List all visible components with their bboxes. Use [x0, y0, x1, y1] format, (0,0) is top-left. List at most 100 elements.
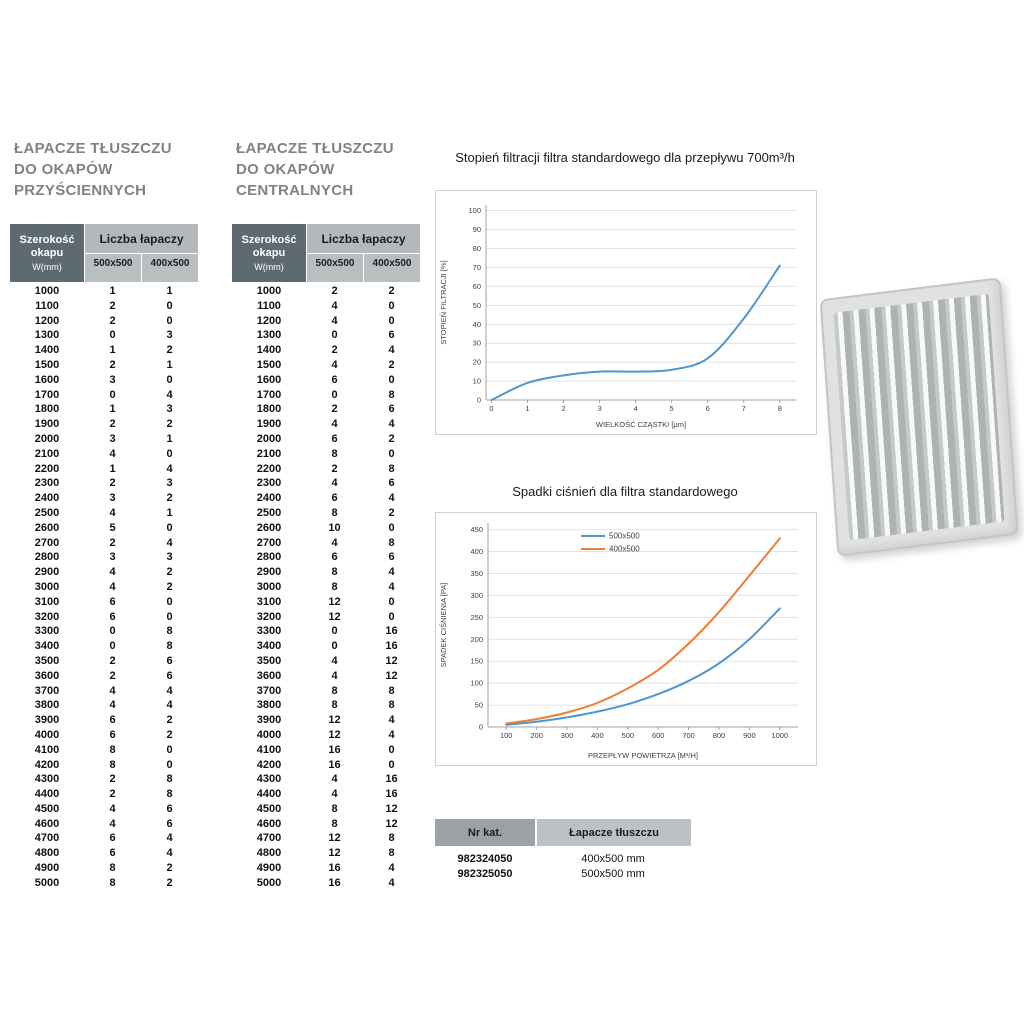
table-header: Szerokość okapu W(mm) Liczba łapaczy 500…: [10, 224, 198, 282]
table-cell: 2100: [34, 447, 60, 460]
table-cell: 0: [331, 329, 338, 342]
table-cell: 3600: [34, 669, 60, 682]
central-hoods-table: Szerokość okapu W(mm) Liczba łapaczy 500…: [232, 224, 420, 891]
table-cell: 16: [328, 876, 341, 889]
x-tick-label: 600: [652, 731, 665, 740]
table-cell: 2: [109, 536, 116, 549]
table-cell: 3200: [256, 610, 282, 623]
series-filtracja: [490, 264, 781, 401]
table-cell: 0: [109, 388, 116, 401]
catalog-table: Nr kat. Łapacze tłuszczu 982324050 400x50…: [435, 819, 691, 882]
table-cell: 8: [166, 788, 173, 801]
table-row: 1000 1 1: [10, 284, 198, 299]
header-text: Szerokość: [241, 234, 297, 246]
x-tick-label: 8: [778, 404, 782, 413]
table-cell: 1600: [34, 373, 60, 386]
table-cell: 1700: [34, 388, 60, 401]
table-cell: 6: [109, 714, 116, 727]
y-tick-label: 100: [470, 679, 483, 688]
table-cell: 6: [331, 432, 338, 445]
header-text: W(mm): [254, 262, 284, 272]
table-cell: 3200: [34, 610, 60, 623]
y-tick-label: 400: [470, 547, 483, 556]
table-cell: 4: [109, 802, 116, 815]
table-cell: 3: [109, 492, 116, 505]
table-cell: 0: [166, 314, 173, 327]
table-cell: 2: [109, 654, 116, 667]
table-cell: 12: [385, 669, 398, 682]
table-cell: 4500: [34, 802, 60, 815]
table-cell: 3: [109, 432, 116, 445]
table-cell: 8: [166, 640, 173, 653]
table-cell: 2: [331, 285, 338, 297]
table-cell: 8: [109, 743, 116, 756]
y-tick-label: 0: [479, 723, 483, 732]
x-tick-label: 300: [561, 731, 574, 740]
table-cell: 2: [166, 876, 173, 889]
table-cell: 4: [109, 447, 116, 460]
table-cell: 3900: [256, 714, 282, 727]
catalog-header: Nr kat. Łapacze tłuszczu: [435, 819, 691, 846]
table-cell: 6: [331, 551, 338, 564]
x-tick-label: 2: [561, 404, 565, 413]
table-cell: 1: [109, 285, 116, 297]
table-cell: 1000: [34, 285, 60, 297]
y-tick-label: 300: [470, 591, 483, 600]
table-row: 3700 4 4: [10, 684, 198, 699]
table-row: 4300 4 16: [232, 772, 420, 787]
table-row: 3400 0 16: [232, 639, 420, 654]
table-cell: 3000: [256, 580, 282, 593]
table-row: 1100 4 0: [232, 299, 420, 314]
table-cell: 4: [166, 388, 173, 401]
table-cell: 2: [109, 773, 116, 786]
table-cell: 12: [328, 832, 341, 845]
table-cell: 6: [388, 551, 395, 564]
table-cell: 12: [385, 802, 398, 815]
table-cell: 2: [388, 506, 395, 519]
table-cell: 2400: [256, 492, 282, 505]
table-cell: 6: [166, 802, 173, 815]
col-header-400x500: 400x500: [142, 254, 198, 282]
title-line: DO OKAPÓW: [14, 161, 113, 178]
table-cell: 0: [166, 521, 173, 534]
table-cell: 3800: [256, 699, 282, 712]
table-cell: 4700: [34, 832, 60, 845]
y-tick-label: 150: [470, 657, 483, 666]
table-cell: 16: [328, 758, 341, 771]
y-tick-label: 70: [473, 263, 481, 272]
table-cell: 2200: [34, 462, 60, 475]
catalog-header-product: Łapacze tłuszczu: [537, 819, 691, 846]
table-cell: 4600: [34, 817, 60, 830]
table-cell: 4: [166, 462, 173, 475]
y-axis-label: SPADEK CIŚNIENIA [PA]: [439, 583, 448, 668]
table-row: 5000 16 4: [232, 876, 420, 891]
table-cell: 4: [388, 876, 395, 889]
table-cell: 2: [166, 344, 173, 357]
table-cell: 16: [385, 773, 398, 786]
table-cell: 0: [388, 314, 395, 327]
table-cell: 6: [166, 817, 173, 830]
table-cell: 0: [166, 610, 173, 623]
y-tick-label: 100: [468, 206, 481, 215]
table-row: 3000 8 4: [232, 580, 420, 595]
table-cell: 2800: [34, 551, 60, 564]
series-400x500: [505, 537, 781, 725]
table-row: 3600 4 12: [232, 669, 420, 684]
table-cell: 2000: [34, 432, 60, 445]
table-row: 2700 4 8: [232, 536, 420, 551]
table-cell: 2300: [256, 477, 282, 490]
table-cell: 6: [166, 654, 173, 667]
table-cell: 4000: [34, 728, 60, 741]
filter-slats: [833, 293, 1005, 541]
table-cell: 1: [109, 344, 116, 357]
table-cell: 2100: [256, 447, 282, 460]
table-cell: 8: [388, 699, 395, 712]
table-cell: 16: [385, 788, 398, 801]
table-row: 2100 8 0: [232, 447, 420, 462]
x-tick-label: 4: [634, 404, 638, 413]
table-cell: 2: [166, 492, 173, 505]
table-cell: 8: [166, 773, 173, 786]
table-cell: 3400: [34, 640, 60, 653]
header-text: Szerokość: [19, 234, 75, 246]
table-cell: 2: [166, 566, 173, 579]
